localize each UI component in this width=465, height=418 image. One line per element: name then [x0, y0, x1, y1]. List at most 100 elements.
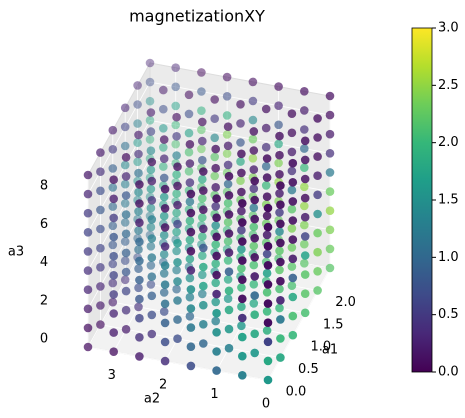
- point: [211, 240, 220, 249]
- z-tick-label: 8: [40, 179, 48, 194]
- point: [96, 167, 105, 176]
- point: [211, 259, 220, 269]
- point: [250, 176, 259, 186]
- point: [133, 81, 142, 90]
- point: [135, 237, 144, 247]
- point: [96, 205, 105, 215]
- z-tick-label: 0: [40, 332, 48, 347]
- point: [249, 260, 259, 270]
- point: [133, 119, 142, 128]
- point: [134, 283, 143, 293]
- point: [275, 265, 284, 275]
- point: [238, 237, 247, 246]
- point: [197, 144, 206, 154]
- x-tick-label: 1.0: [310, 340, 331, 355]
- point: [134, 168, 143, 178]
- point: [300, 259, 309, 268]
- point: [212, 347, 221, 356]
- point: [145, 96, 155, 106]
- point: [222, 130, 232, 139]
- colorbar-tick-label: 2.0: [438, 135, 459, 150]
- y-tick-label: 1: [210, 387, 218, 402]
- point: [159, 143, 168, 152]
- point: [262, 192, 272, 201]
- point: [147, 215, 157, 224]
- point: [121, 153, 131, 162]
- point: [109, 232, 118, 242]
- point: [96, 148, 105, 157]
- point: [198, 289, 207, 299]
- point: [108, 297, 118, 307]
- point: [325, 263, 335, 273]
- point: [300, 136, 310, 146]
- point: [325, 110, 335, 120]
- point: [108, 259, 118, 269]
- point: [173, 334, 182, 344]
- point: [236, 157, 245, 166]
- point: [275, 131, 284, 141]
- point: [146, 127, 156, 136]
- point: [224, 267, 234, 277]
- point: [197, 125, 206, 135]
- point: [287, 224, 297, 233]
- point: [134, 207, 143, 216]
- point: [223, 256, 233, 265]
- point: [300, 308, 310, 318]
- point: [146, 203, 156, 213]
- point: [300, 251, 310, 260]
- point: [212, 366, 221, 375]
- point: [249, 146, 259, 155]
- point: [108, 221, 118, 231]
- point: [184, 109, 194, 119]
- point: [313, 267, 322, 276]
- point: [199, 300, 208, 310]
- point: [134, 245, 143, 254]
- point: [184, 128, 194, 138]
- point: [261, 104, 271, 114]
- point: [172, 189, 181, 198]
- point: [159, 173, 169, 183]
- point: [121, 172, 131, 181]
- point: [300, 163, 309, 172]
- point: [211, 183, 220, 192]
- point: [238, 294, 247, 304]
- point: [300, 106, 309, 115]
- point: [135, 180, 144, 189]
- point: [199, 243, 208, 253]
- point: [262, 230, 272, 240]
- point: [236, 100, 245, 109]
- point: [173, 315, 182, 324]
- point: [147, 310, 157, 320]
- point: [248, 96, 258, 106]
- point: [210, 114, 219, 123]
- point: [313, 190, 322, 200]
- x-tick-label: 0.0: [286, 385, 307, 400]
- point: [121, 267, 131, 277]
- point: [120, 103, 130, 113]
- point: [198, 270, 207, 280]
- point: [288, 330, 298, 340]
- point: [250, 195, 259, 205]
- point: [186, 266, 196, 275]
- point: [248, 115, 258, 125]
- point: [211, 316, 220, 326]
- point: [249, 299, 259, 308]
- point: [198, 175, 207, 184]
- point: [109, 194, 118, 204]
- point: [224, 210, 234, 219]
- point: [313, 209, 322, 219]
- point: [262, 211, 272, 221]
- point: [186, 361, 196, 371]
- point: [173, 162, 182, 171]
- point: [159, 135, 169, 144]
- point: [135, 256, 144, 266]
- point: [211, 144, 220, 154]
- point: [224, 191, 234, 200]
- point: [249, 222, 259, 232]
- point: [223, 237, 233, 246]
- point: [224, 248, 234, 257]
- point: [250, 329, 259, 339]
- point: [276, 219, 285, 229]
- point: [186, 323, 196, 332]
- point: [160, 299, 170, 309]
